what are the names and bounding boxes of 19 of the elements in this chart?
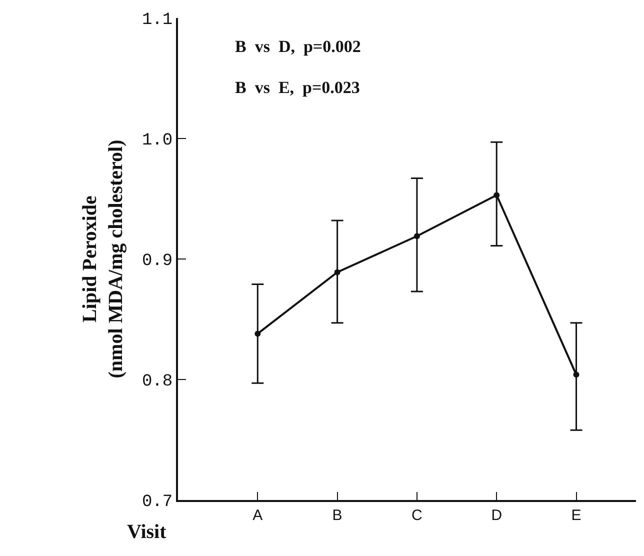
- point: [334, 269, 340, 276]
- x-tick-label: C: [412, 507, 423, 524]
- annotation: B vs D, p=0.002: [235, 37, 361, 56]
- x-tick-label: E: [571, 507, 582, 524]
- x-axis-title: Visit: [127, 521, 167, 543]
- y-axis-title: Lipid Peroxide (nmol MDA/mg cholesterol): [78, 140, 127, 378]
- point: [573, 372, 580, 378]
- y-tick-label: 0.9: [142, 252, 173, 271]
- point: [414, 233, 420, 240]
- y-tick-label: 0.8: [142, 372, 173, 392]
- point: [494, 192, 500, 198]
- x-tick-label: A: [252, 507, 263, 524]
- y-tick-label: 1.0: [142, 131, 173, 150]
- point: [254, 330, 261, 337]
- y-tick-label: 1.1: [142, 10, 173, 30]
- x-tick-label: B: [332, 507, 342, 524]
- annotation: B vs E, p=0.023: [235, 78, 360, 97]
- x-tick-label: D: [491, 507, 502, 524]
- y-tick-label: 0.7: [142, 492, 173, 512]
